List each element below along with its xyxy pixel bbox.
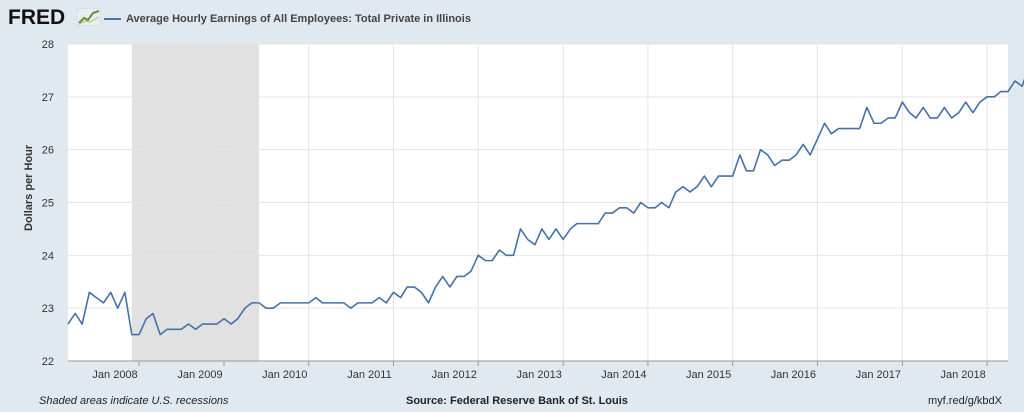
x-tick-label: Jan 2014 — [601, 369, 646, 381]
x-tick-label: Jan 2015 — [686, 369, 731, 381]
y-tick-label: 22 — [42, 356, 54, 368]
series-line — [67, 78, 1024, 336]
x-tick-label: Jan 2013 — [517, 369, 562, 381]
y-tick-label: 24 — [42, 250, 54, 262]
x-tick-label: Jan 2012 — [432, 369, 477, 381]
y-tick-label: 28 — [42, 39, 54, 51]
short-link[interactable]: myf.red/g/kbdX — [928, 395, 1002, 407]
x-tick-label: Jan 2016 — [771, 369, 816, 381]
x-tick-label: Jan 2018 — [940, 369, 985, 381]
recession-note: Shaded areas indicate U.S. recessions — [39, 395, 229, 407]
y-tick-label: 25 — [42, 198, 54, 210]
x-tick-label: Jan 2008 — [92, 369, 137, 381]
x-tick-label: Jan 2011 — [347, 369, 391, 381]
fred-logo[interactable]: FRED — [8, 6, 66, 29]
x-tick-label: Jan 2017 — [856, 369, 901, 381]
legend-label: Average Hourly Earnings of All Employees… — [126, 13, 471, 25]
legend-line-swatch — [104, 18, 121, 20]
chart-legend: Average Hourly Earnings of All Employees… — [104, 13, 471, 25]
x-tick-label: Jan 2009 — [177, 369, 222, 381]
y-tick-label: 23 — [42, 303, 54, 315]
y-tick-label: 26 — [42, 145, 54, 157]
source-note: Source: Federal Reserve Bank of St. Loui… — [406, 395, 628, 407]
line-chart-icon — [77, 8, 101, 26]
y-tick-label: 27 — [42, 92, 54, 104]
x-tick-label: Jan 2010 — [262, 369, 307, 381]
